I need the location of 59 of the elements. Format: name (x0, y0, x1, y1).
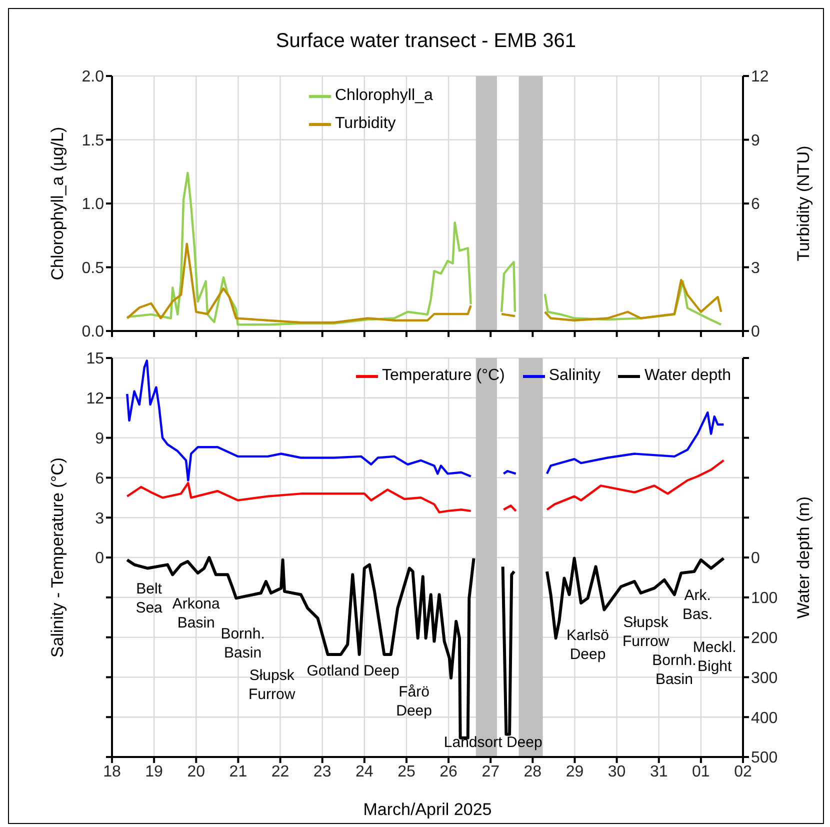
x-tick-label: 01 (692, 763, 710, 780)
y-tick-label: 1.0 (82, 196, 104, 214)
x-tick-label: 19 (145, 763, 164, 780)
legend-label: Temperature (°C) (382, 367, 505, 385)
y-tick-label: 0 (95, 550, 104, 568)
annotation: Ark. Bas. (682, 586, 713, 623)
annotation: Słupsk Furrow (622, 613, 670, 650)
x-tick-label: 27 (482, 763, 500, 780)
x-tick-label: 22 (271, 763, 290, 780)
y2-axis-title: Water depth (m) (794, 496, 814, 619)
legend-label: Water depth (644, 367, 731, 385)
x-tick-label: 25 (398, 763, 416, 780)
y2-tick-label: 12 (751, 68, 769, 86)
annotation: Słupsk Furrow (248, 666, 296, 702)
y-tick-label: 15 (86, 350, 104, 368)
x-tick-label: 20 (187, 763, 206, 780)
x-tick-label: 24 (356, 763, 374, 780)
y-tick-label: 9 (95, 430, 104, 448)
y-tick-label: 12 (86, 390, 104, 408)
y-axis-title: Salinity - Temperature (°C) (48, 457, 68, 658)
y-tick-label: 3 (95, 510, 104, 528)
y-tick-label: 0.5 (82, 260, 104, 277)
x-tick-label: 30 (608, 763, 626, 780)
x-tick-label: 26 (440, 763, 458, 780)
x-tick-label: 31 (650, 763, 668, 780)
annotation: Fårö Deep (396, 683, 432, 720)
x-tick-label: 18 (103, 763, 121, 780)
y2-tick-label: 0 (751, 324, 760, 341)
legend-label: Turbidity (335, 115, 396, 133)
y2-tick-label: 200 (751, 630, 778, 647)
annotation: Gotland Deep (306, 662, 400, 679)
y2-tick-label: 300 (751, 670, 778, 687)
x-tick-label: 29 (566, 763, 584, 780)
x-tick-label: 21 (229, 763, 248, 780)
y2-tick-label: 500 (751, 750, 778, 767)
y2-tick-label: 0 (751, 550, 760, 568)
y-tick-label: 2.0 (82, 68, 104, 86)
y-tick-label: 0.0 (82, 324, 104, 341)
annotation: Bornh. Basin (220, 624, 265, 661)
x-tick-label: 02 (734, 763, 752, 780)
y2-tick-label: 6 (751, 196, 760, 214)
y-axis-title: Chlorophyll_a (µg/L) (48, 126, 68, 280)
x-tick-label: 23 (313, 763, 332, 780)
y2-axis-title: Turbidity (NTU) (794, 146, 814, 262)
chart-title: Surface water transect - EMB 361 (274, 29, 578, 54)
annotation: Arkona Basin (172, 594, 221, 631)
y-tick-label: 6 (95, 470, 104, 488)
annotation: Landsort Deep (444, 733, 542, 750)
y2-tick-label: 100 (751, 590, 778, 608)
annotation: Karlsö Deep (566, 626, 610, 662)
legend-label: Salinity (548, 367, 600, 385)
y2-tick-label: 3 (751, 260, 760, 277)
x-axis-title: March/April 2025 (363, 800, 492, 819)
y-tick-label: 1.5 (82, 132, 104, 150)
x-tick-label: 28 (524, 763, 542, 780)
y2-tick-label: 9 (751, 132, 760, 150)
legend-label: Chlorophyll_a (335, 87, 433, 105)
y2-tick-label: 400 (751, 710, 778, 727)
annotation: Belt Sea (136, 580, 164, 616)
